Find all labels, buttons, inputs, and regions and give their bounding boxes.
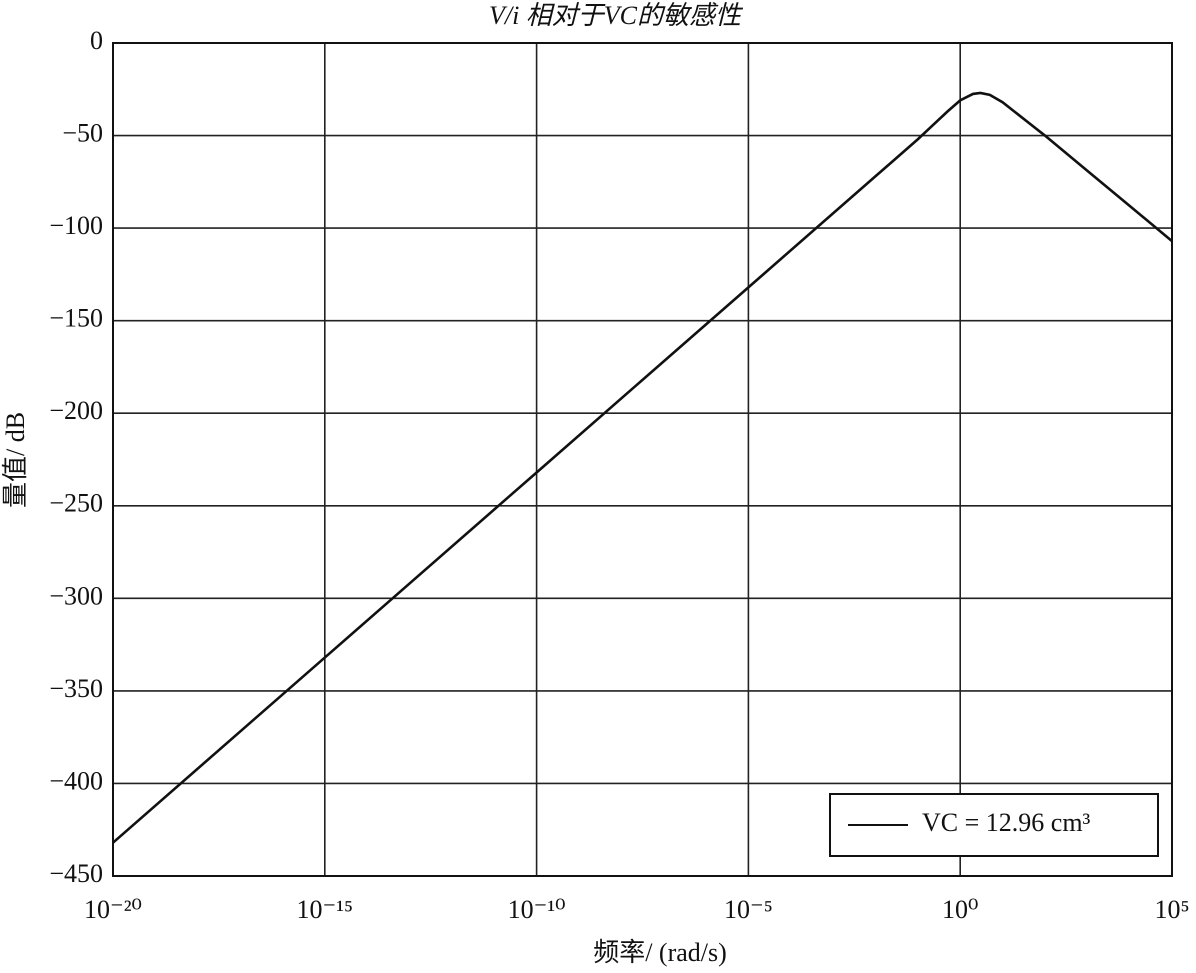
x-axis-label: 频率/ (rad/s) [593, 938, 727, 967]
y-tick-label: −350 [49, 674, 103, 703]
y-tick-label: −450 [49, 859, 103, 888]
y-tick-label: −400 [49, 766, 103, 795]
x-tick-label: 10⁻¹⁰ [508, 895, 566, 924]
plot-frame [112, 42, 1173, 877]
y-tick-label: −50 [62, 119, 103, 148]
y-tick-label: −200 [49, 396, 103, 425]
chart-title: V/i 相对于VC的敏感性 [489, 1, 744, 30]
y-tick-label: −150 [49, 304, 103, 333]
x-tick-label: 10⁵ [1154, 895, 1189, 924]
legend-label: VC = 12.96 cm³ [922, 808, 1091, 837]
x-tick-label: 10⁻⁵ [724, 895, 773, 924]
x-tick-label: 10⁻²⁰ [84, 895, 142, 924]
y-tick-label: −100 [49, 211, 103, 240]
x-tick-label: 10⁰ [942, 895, 978, 924]
y-axis-label: 量值/ dB [1, 412, 30, 508]
x-tick-label: 10⁻¹⁵ [297, 895, 354, 924]
y-tick-label: 0 [90, 26, 103, 55]
y-tick-label: −250 [49, 489, 103, 518]
line-series [112, 91, 1173, 844]
y-tick-label: −300 [49, 581, 103, 610]
